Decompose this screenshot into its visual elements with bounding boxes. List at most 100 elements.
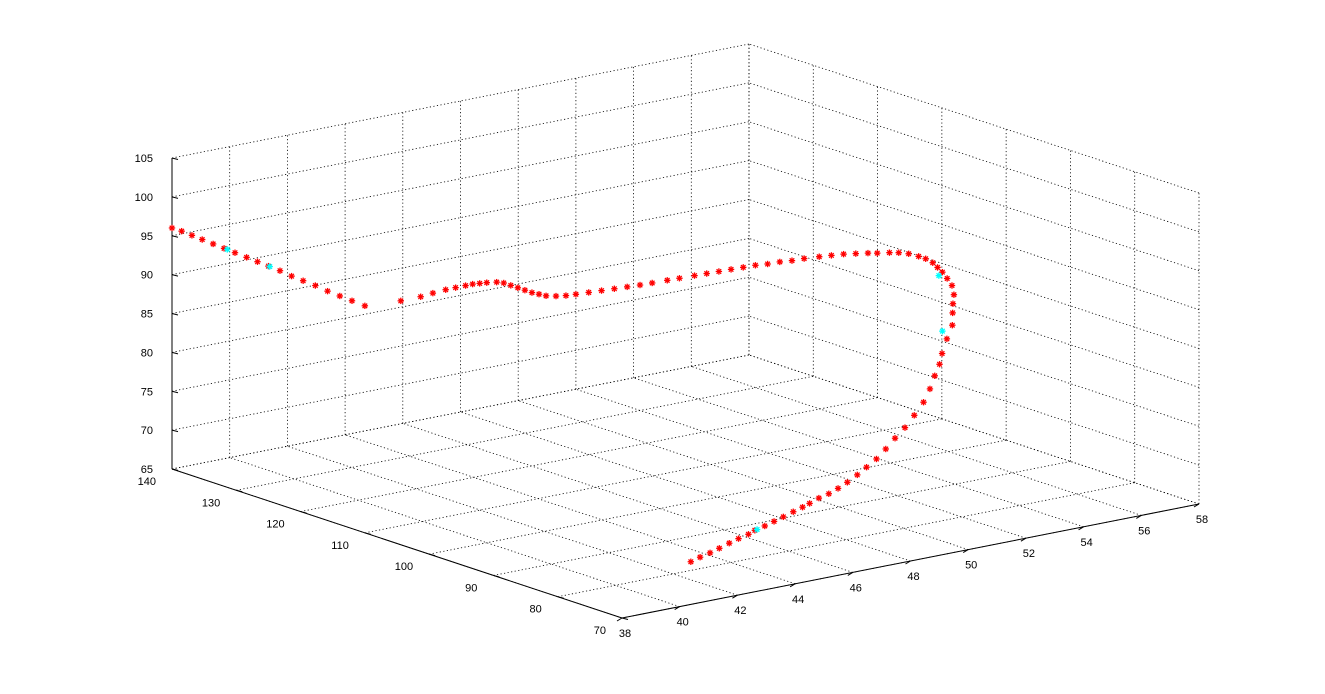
grid-line <box>493 461 1071 576</box>
grid-line <box>171 237 750 353</box>
x-tick-label: 58 <box>1196 514 1208 526</box>
data-point <box>188 232 196 239</box>
y-tick-label: 90 <box>465 582 477 594</box>
data-point <box>800 255 808 262</box>
data-point <box>452 284 459 291</box>
data-point <box>948 282 956 289</box>
data-point <box>905 250 912 257</box>
z-tick-label: 80 <box>141 347 153 359</box>
data-point <box>895 249 902 256</box>
data-point <box>922 255 929 262</box>
data-point <box>664 277 671 284</box>
data-point <box>676 275 683 282</box>
z-tick-label: 85 <box>141 309 153 321</box>
data-point <box>442 286 449 293</box>
tick-label-layer: 38 40 42 44 46 48 50 52 54 56 58 70 80 90 100 110 120 130… <box>135 153 1208 640</box>
data-point <box>780 513 787 521</box>
data-point <box>476 280 483 287</box>
x-tick-label: 54 <box>1080 537 1092 549</box>
z-tick-label: 105 <box>135 153 153 165</box>
z-tick-label: 75 <box>141 386 153 398</box>
x-tick <box>674 606 680 611</box>
data-point <box>740 264 747 271</box>
data-point <box>288 272 295 280</box>
grid-line <box>300 397 878 512</box>
grid-line <box>748 354 1200 505</box>
data-point <box>828 252 835 259</box>
data-point <box>397 297 404 305</box>
data-point <box>542 292 550 300</box>
z-tick-label: 70 <box>141 425 153 437</box>
data-point <box>687 558 695 565</box>
x-tick-label: 48 <box>907 571 919 583</box>
grid-line <box>171 354 750 470</box>
z-tick <box>171 313 179 316</box>
z-tick-label: 95 <box>141 231 153 243</box>
grid-line <box>171 82 750 198</box>
data-point <box>462 282 469 289</box>
y-tick-label: 140 <box>138 476 156 488</box>
data-point <box>929 259 936 266</box>
data-point <box>863 464 870 471</box>
data-point <box>585 289 592 296</box>
grid-line <box>364 418 942 534</box>
x-tick <box>1020 537 1027 542</box>
data-point <box>696 553 704 561</box>
grid-line <box>171 199 750 314</box>
data-point <box>726 539 733 547</box>
y-tick <box>621 617 629 620</box>
x-tick <box>905 560 911 565</box>
y-tick-label: 100 <box>395 561 413 573</box>
data-point <box>312 282 319 289</box>
data-point <box>752 262 759 269</box>
z-tick <box>171 196 179 199</box>
grid-line <box>429 439 1007 555</box>
z-tick-label: 100 <box>135 192 153 204</box>
data-point <box>920 399 927 406</box>
grid-line <box>748 276 1200 427</box>
data-point <box>299 277 307 284</box>
data-point <box>336 292 343 300</box>
y-tick <box>429 553 436 557</box>
z-tick-label: 90 <box>141 270 153 282</box>
data-point <box>939 268 946 276</box>
points-layer <box>168 224 958 565</box>
data-point <box>938 350 946 357</box>
grid-line <box>171 43 750 159</box>
data-point <box>691 272 698 279</box>
data-point <box>891 435 899 442</box>
data-point <box>788 257 796 264</box>
data-point <box>562 292 570 299</box>
x-tick <box>1193 503 1200 508</box>
x-tick-label: 46 <box>850 582 862 594</box>
grid-line <box>402 423 853 573</box>
x-tick <box>732 594 738 599</box>
data-point <box>761 522 768 530</box>
y-tick <box>236 489 243 493</box>
y-tick <box>364 532 371 535</box>
data-point <box>552 292 560 300</box>
data-point <box>417 293 424 300</box>
z-tick <box>171 468 179 471</box>
data-point <box>873 455 880 463</box>
axis-layer <box>171 157 1200 622</box>
grid-line <box>748 121 1200 272</box>
z-tick <box>171 157 179 160</box>
data-point <box>500 279 507 287</box>
grid-line <box>171 121 750 237</box>
x-tick-label: 44 <box>792 594 804 606</box>
y-tick-label: 110 <box>331 540 349 552</box>
data-point <box>348 297 356 304</box>
data-point <box>790 508 797 515</box>
grid-line <box>236 375 814 491</box>
data-point <box>934 264 941 271</box>
data-point <box>911 412 918 419</box>
x-tick <box>847 571 854 576</box>
data-point <box>361 302 369 310</box>
y-tick <box>493 574 500 578</box>
data-point <box>706 549 714 557</box>
data-point <box>521 286 529 294</box>
y-tick-label: 120 <box>266 519 284 531</box>
grid-line <box>748 43 1200 194</box>
